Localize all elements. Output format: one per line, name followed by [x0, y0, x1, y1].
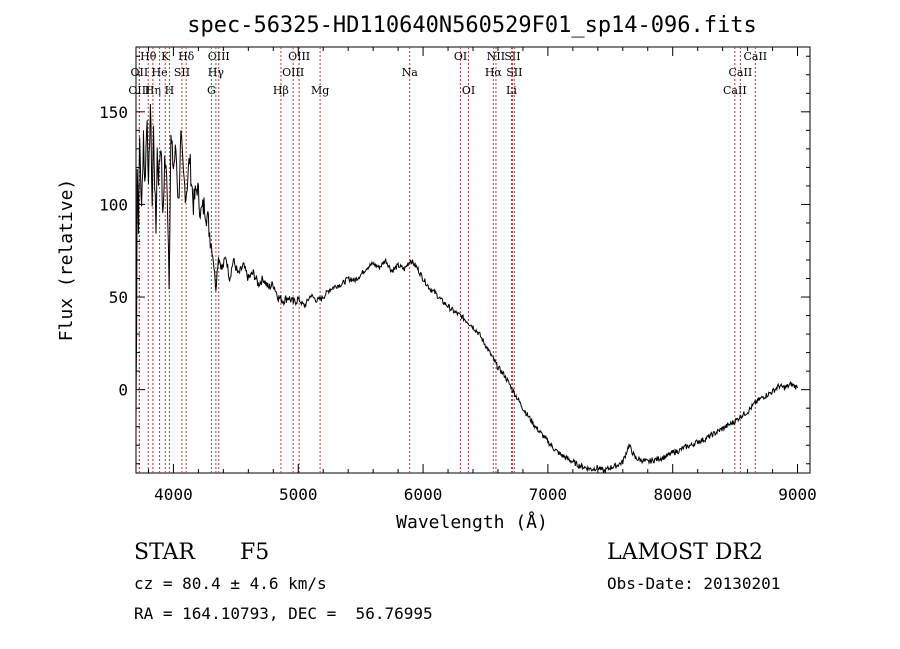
line-label: Na	[402, 66, 419, 79]
line-label: H	[165, 84, 175, 97]
spectrum-line	[135, 103, 798, 474]
line-label: Hη	[145, 84, 161, 97]
observation-date: Obs-Date: 20130201	[607, 574, 781, 593]
coordinates: RA = 164.10793, DEC = 56.76995	[134, 604, 433, 623]
line-label: CaII	[743, 50, 767, 63]
x-tick-label: 7000	[529, 485, 568, 504]
y-tick-label: 0	[118, 381, 128, 400]
line-label: SII	[506, 66, 522, 79]
line-label: CaII	[729, 66, 753, 79]
line-label: OI	[454, 50, 467, 63]
series-layer	[135, 103, 798, 474]
line-label: NII	[487, 50, 505, 63]
x-tick-label: 6000	[404, 485, 443, 504]
x-tick-label: 4000	[154, 485, 193, 504]
plot-frame	[135, 46, 811, 474]
x-axis: 4000 5000 6000 7000 8000 9000	[147, 47, 817, 504]
chart-title: spec-56325-HD110640N560529F01_sp14-096.f…	[187, 13, 757, 38]
line-label: OIII	[282, 66, 304, 79]
object-subclass: F5	[240, 540, 270, 565]
line-label: OIII	[128, 84, 150, 97]
object-class: STAR	[134, 540, 195, 565]
line-label: OIII	[288, 50, 310, 63]
survey-name: LAMOST DR2	[607, 540, 763, 565]
line-label: Hδ	[178, 50, 195, 63]
y-tick-label: 50	[109, 288, 128, 307]
line-label: Hγ	[208, 66, 225, 79]
x-axis-label: Wavelength (Å)	[396, 511, 548, 533]
y-tick-label: 100	[99, 195, 128, 214]
line-label: CaII	[723, 84, 747, 97]
line-label: G	[207, 84, 216, 97]
y-axis-label: Flux (relative)	[56, 179, 77, 342]
x-tick-label: 9000	[778, 485, 817, 504]
y-axis: 0 50 100 150	[99, 55, 810, 465]
line-label: He	[152, 66, 168, 79]
line-label: Hβ	[273, 84, 289, 97]
x-tick-label: 5000	[279, 485, 318, 504]
x-tick-label: 8000	[653, 485, 692, 504]
line-label: Hα	[485, 66, 503, 79]
line-label: Li	[506, 84, 517, 97]
y-tick-label: 150	[99, 103, 128, 122]
line-label: K	[161, 50, 170, 63]
redshift-value: cz = 80.4 ± 4.6 km/s	[134, 574, 327, 593]
line-label: Mg	[311, 84, 329, 97]
line-label: SII	[504, 50, 520, 63]
line-label: Hθ	[140, 50, 157, 63]
line-label: OI	[462, 84, 475, 97]
line-label: OIII	[208, 50, 230, 63]
line-label: SII	[174, 66, 190, 79]
